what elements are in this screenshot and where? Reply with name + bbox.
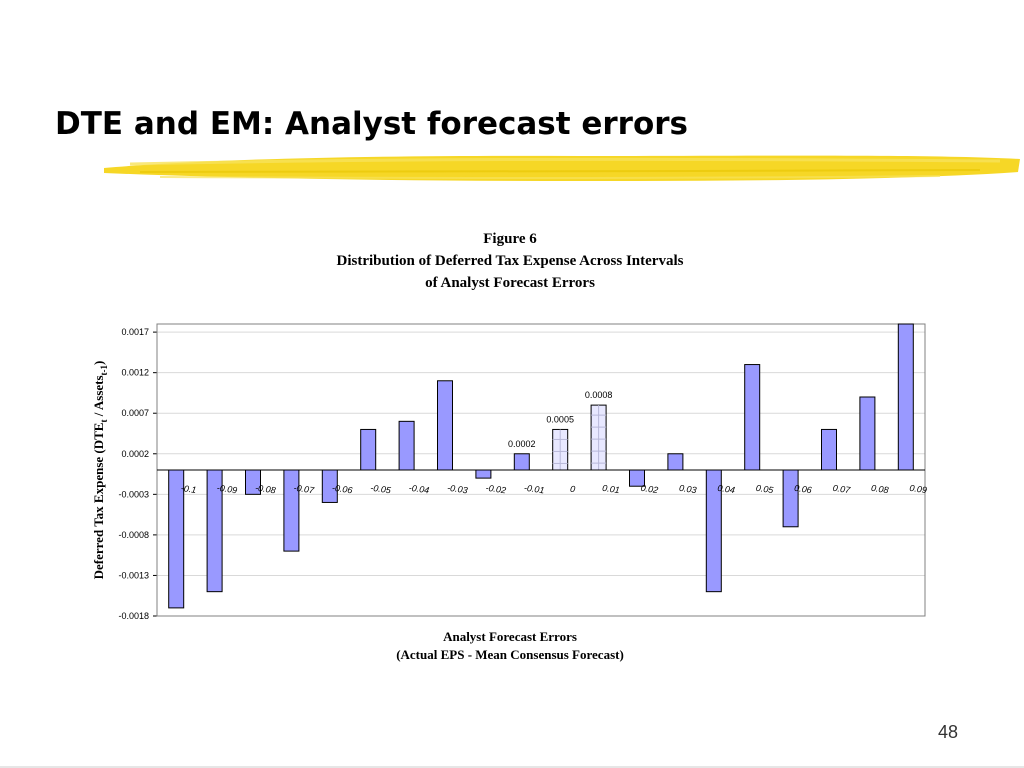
chart-title: Distribution of Deferred Tax Expense Acr…	[336, 253, 684, 269]
bar-0.09	[897, 323, 914, 471]
data-label: 0.0005	[546, 414, 574, 424]
x-axis-title: Analyst Forecast Errors	[443, 629, 577, 644]
x-tick-label: 0.04	[717, 483, 736, 495]
x-tick-label: 0.06	[794, 483, 813, 495]
x-tick-label: 0.07	[832, 483, 852, 495]
y-tick-label: 0.0007	[121, 408, 149, 418]
y-tick-label: -0.0018	[118, 611, 149, 621]
bar--0.04	[398, 420, 415, 471]
bar--0.01	[513, 453, 530, 471]
data-label: 0.0002	[508, 439, 536, 449]
y-tick-label: -0.0013	[118, 570, 149, 580]
bar--0.02	[475, 469, 492, 479]
y-tick-label: 0.0012	[121, 368, 149, 378]
x-tick-label: -0.08	[255, 483, 277, 496]
x-tick-label: 0.03	[678, 483, 697, 495]
x-tick-label: -0.1	[180, 483, 197, 495]
x-tick-label: -0.06	[331, 483, 353, 496]
bar--0.05	[360, 428, 377, 471]
x-tick-label: -0.01	[523, 483, 545, 496]
bar-0.06	[782, 469, 799, 528]
y-tick-label: 0.0002	[121, 449, 149, 459]
figure-label: Figure 6	[483, 231, 537, 247]
x-tick-label: 0.02	[640, 483, 659, 495]
bottom-rule	[0, 766, 1024, 768]
chart-subtitle: of Analyst Forecast Errors	[425, 275, 595, 291]
y-tick-label: -0.0003	[118, 489, 149, 499]
x-tick-label: -0.02	[485, 483, 507, 496]
slide-title: DTE and EM: Analyst forecast errors	[55, 106, 689, 142]
bar-0.08	[859, 396, 876, 471]
data-label: 0.0008	[585, 390, 613, 400]
x-tick-label: 0.09	[909, 483, 928, 495]
x-tick-label: 0.05	[755, 483, 775, 495]
x-tick-label: 0	[569, 484, 575, 495]
bar-0.07	[821, 428, 837, 471]
y-tick-label: 0.0017	[121, 327, 149, 337]
x-tick-label: -0.03	[447, 483, 469, 496]
page-number: 48	[937, 722, 958, 742]
x-tick-label: -0.04	[408, 483, 430, 496]
bar-0.03	[667, 453, 684, 471]
bar-0.05	[744, 364, 761, 471]
y-tick-label: -0.0008	[118, 530, 149, 540]
bar--0.03	[437, 380, 453, 471]
x-axis-subtitle: (Actual EPS - Mean Consensus Forecast)	[396, 647, 624, 662]
x-tick-label: 0.01	[602, 483, 621, 495]
x-tick-label: -0.05	[370, 483, 393, 496]
highlighter-stroke	[104, 155, 1020, 181]
x-tick-label: 0.08	[870, 483, 889, 495]
x-tick-label: -0.07	[293, 483, 316, 496]
x-tick-label: -0.09	[216, 483, 238, 496]
